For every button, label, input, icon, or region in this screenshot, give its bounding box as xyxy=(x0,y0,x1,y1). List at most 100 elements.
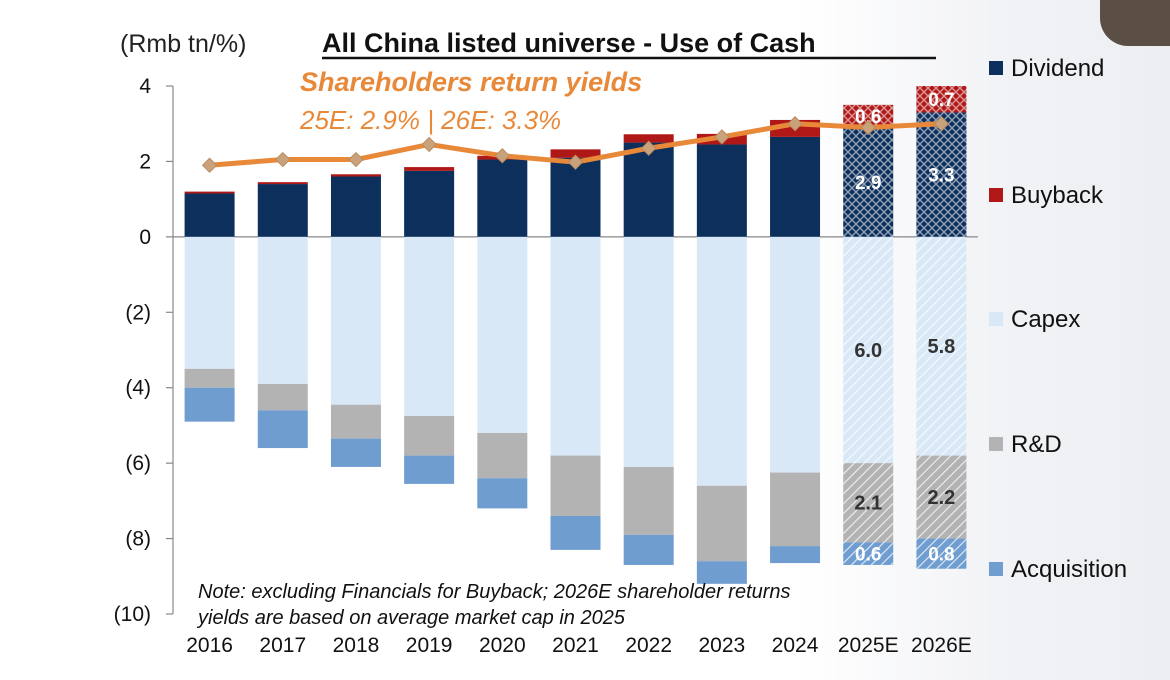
chart-title: All China listed universe - Use of Cash xyxy=(322,28,816,58)
data-label-capex-2026e: 5.8 xyxy=(928,336,956,358)
note-line-1: Note: excluding Financials for Buyback; … xyxy=(198,581,791,603)
x-tick-label-2024: 2024 xyxy=(772,634,819,657)
data-label-acquisition-2026e: 0.8 xyxy=(928,545,954,566)
bar-hatch-buyback-2026e xyxy=(916,86,967,113)
x-tick-label-2016: 2016 xyxy=(186,634,233,657)
legend-label-capex: Capex xyxy=(1011,306,1080,333)
data-label-acquisition-2025e: 0.6 xyxy=(855,545,881,566)
bar-hatch-buyback-2025e xyxy=(843,104,894,128)
yield-point-2025e xyxy=(860,119,876,136)
yield-point-2024 xyxy=(787,116,803,132)
yield-point-2020 xyxy=(494,148,511,164)
legend-label-dividend: Dividend xyxy=(1011,55,1104,82)
y-tick-label: (6) xyxy=(125,452,151,475)
legend: Dividend Buyback Capex R&D Acquisition xyxy=(989,55,1127,583)
bar-r-d-2021 xyxy=(550,455,601,516)
bar-acquisition-2022 xyxy=(623,534,674,565)
bar-dividend-2020 xyxy=(477,159,528,237)
yield-point-2018 xyxy=(348,151,364,168)
bar-acquisition-2020 xyxy=(477,478,528,509)
bar-hatch-capex-2026e xyxy=(916,236,967,456)
data-label-r-d-2026e: 2.2 xyxy=(928,487,956,509)
x-tick-label-2025e: 2025E xyxy=(838,634,899,657)
bar-dividend-2019 xyxy=(404,170,455,237)
x-tick-label-2019: 2019 xyxy=(406,634,453,657)
data-label-dividend-2025e: 2.9 xyxy=(855,173,881,194)
note-line-2: yields are based on average market cap i… xyxy=(196,607,626,629)
x-tick-label-2020: 2020 xyxy=(479,634,526,657)
corner-decoration xyxy=(1100,0,1170,46)
bar-data-labels: 2.9 3.3 0.6 0.7 6.0 5.8 2.1 2.2 0.6 0.8 xyxy=(854,90,955,565)
bar-capex-2018 xyxy=(330,236,381,405)
bar-hatch-capex-2025e xyxy=(843,236,894,464)
data-label-buyback-2026e: 0.7 xyxy=(928,90,954,111)
legend-label-r-d: R&D xyxy=(1011,431,1062,458)
bar-r-d-2019 xyxy=(404,416,455,456)
bar-acquisition-2023 xyxy=(696,561,747,584)
bar-acquisition-2016 xyxy=(184,387,235,422)
x-axis: 2016 2017 2018 2019 2020 2021 2022 2023 2024 2025… xyxy=(186,634,972,657)
y-tick-label: (10) xyxy=(114,603,151,626)
yield-annotation-title: Shareholders return yields xyxy=(300,67,642,97)
y-tick-label: 2 xyxy=(139,150,151,173)
bar-dividend-2016 xyxy=(184,193,235,237)
x-tick-label-2017: 2017 xyxy=(259,634,306,657)
data-label-buyback-2025e: 0.6 xyxy=(855,107,881,128)
data-label-r-d-2025e: 2.1 xyxy=(854,493,882,515)
bar-capex-2021 xyxy=(550,236,601,456)
bar-dividend-2023 xyxy=(696,144,747,237)
y-tick-label: (4) xyxy=(125,377,151,400)
bar-r-d-2020 xyxy=(477,432,528,479)
x-tick-label-2023: 2023 xyxy=(699,634,746,657)
bar-hatch-r-d-2025e xyxy=(843,463,894,543)
legend-swatch-buyback xyxy=(989,188,1003,202)
legend-swatch-acquisition xyxy=(989,562,1003,576)
bar-capex-2019 xyxy=(404,236,455,416)
bar-capex-2023 xyxy=(696,236,747,486)
bar-r-d-2022 xyxy=(623,466,674,535)
bar-hatch-dividend-2026e xyxy=(916,112,967,237)
bar-capex-2017 xyxy=(257,236,308,384)
yield-line xyxy=(201,116,950,173)
bar-acquisition-2021 xyxy=(550,515,601,550)
bars xyxy=(184,86,967,584)
bar-buyback-2017 xyxy=(257,182,308,185)
bar-r-d-2016 xyxy=(184,368,235,388)
yield-point-2026e xyxy=(933,116,950,132)
y-tick-label: (2) xyxy=(125,301,151,324)
bar-capex-2024 xyxy=(770,236,821,473)
bar-capex-2022 xyxy=(623,236,674,467)
x-tick-label-2026e: 2026E xyxy=(911,634,972,657)
legend-swatch-r-d xyxy=(989,437,1003,451)
yield-annotation-subtitle: 25E: 2.9% | 26E: 3.3% xyxy=(299,105,561,135)
yield-point-2021 xyxy=(567,154,584,170)
bar-dividend-2021 xyxy=(550,157,601,237)
bar-acquisition-2024 xyxy=(770,546,821,564)
bar-r-d-2018 xyxy=(330,404,381,439)
legend-label-acquisition: Acquisition xyxy=(1011,556,1127,583)
bar-dividend-2024 xyxy=(770,136,821,237)
bar-hatch-acquisition-2025e xyxy=(843,542,894,565)
bar-dividend-2022 xyxy=(623,142,674,237)
yield-point-2017 xyxy=(275,151,291,168)
bar-buyback-2016 xyxy=(184,191,235,194)
bar-buyback-2022 xyxy=(623,134,674,143)
bar-acquisition-2018 xyxy=(330,438,381,467)
bar-capex-2020 xyxy=(477,236,528,433)
bar-dividend-2018 xyxy=(330,176,381,237)
bar-hatch-acquisition-2026e xyxy=(916,538,967,569)
bar-r-d-2024 xyxy=(770,472,821,547)
bar-acquisition-2019 xyxy=(404,455,455,484)
data-label-dividend-2026e: 3.3 xyxy=(928,166,954,187)
bar-buyback-2019 xyxy=(404,167,455,171)
yield-point-2022 xyxy=(640,140,657,156)
data-label-capex-2025e: 6.0 xyxy=(854,340,882,362)
bar-capex-2016 xyxy=(184,236,235,369)
legend-swatch-dividend xyxy=(989,61,1003,75)
unit-label: (Rmb tn/%) xyxy=(120,30,246,58)
bar-hatch-r-d-2026e xyxy=(916,455,967,539)
legend-swatch-capex xyxy=(989,312,1003,326)
y-tick-label: 0 xyxy=(139,226,151,249)
bar-r-d-2017 xyxy=(257,383,308,411)
bar-r-d-2023 xyxy=(696,485,747,562)
